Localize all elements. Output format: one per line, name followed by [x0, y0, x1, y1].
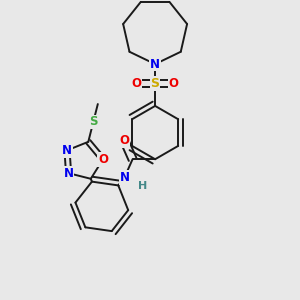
- Text: O: O: [98, 153, 108, 166]
- Text: N: N: [150, 58, 160, 70]
- Text: O: O: [169, 77, 178, 90]
- Text: H: H: [138, 181, 148, 191]
- Text: N: N: [62, 144, 72, 157]
- Text: O: O: [119, 134, 129, 147]
- Text: S: S: [89, 116, 98, 128]
- Text: O: O: [132, 77, 142, 90]
- Text: N: N: [119, 171, 129, 184]
- Text: N: N: [64, 167, 74, 180]
- Text: S: S: [151, 77, 160, 90]
